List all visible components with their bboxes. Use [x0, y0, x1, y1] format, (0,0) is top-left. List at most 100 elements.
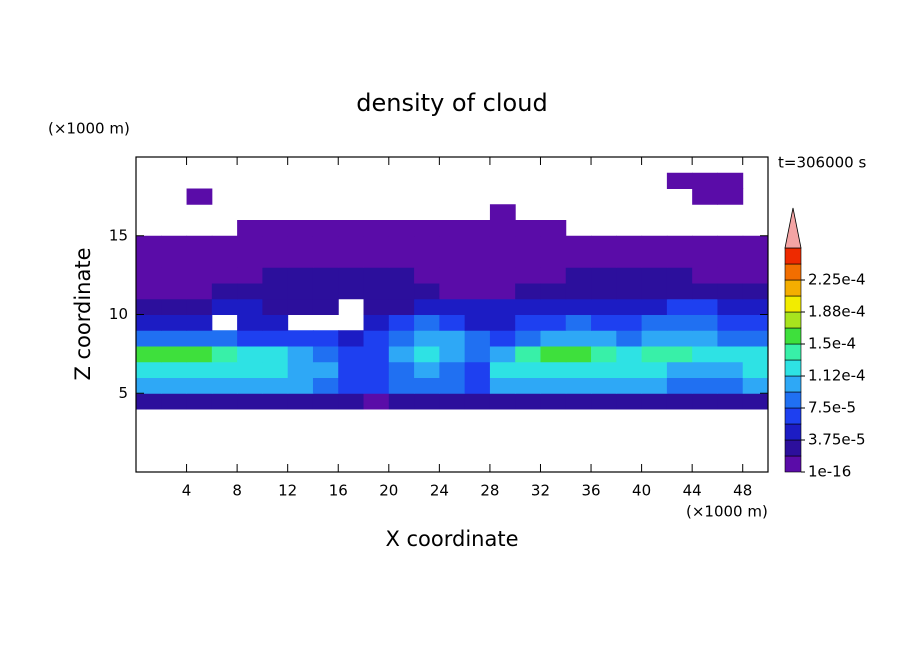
colorbar-box: [784, 407, 802, 425]
colorbar-tick-label: 3.75e-5: [808, 431, 866, 449]
heat-cell: [186, 314, 213, 331]
heat-cell: [692, 172, 718, 189]
heat-cell: [616, 361, 643, 378]
heat-cell: [414, 377, 440, 394]
heat-cell: [262, 393, 289, 410]
heat-cell: [742, 330, 769, 347]
colorbar-tick-label: 2.25e-4: [808, 271, 866, 289]
heat-cell: [363, 361, 390, 378]
heat-cell: [287, 393, 314, 410]
heat-cell: [742, 346, 769, 363]
heat-cell: [641, 377, 668, 394]
heat-cell: [515, 251, 541, 268]
heat-cell: [161, 393, 188, 410]
heat-cell: [439, 393, 466, 410]
colorbar-tick-label: 7.5e-5: [808, 399, 856, 417]
heat-cell: [464, 377, 491, 394]
heat-cell: [388, 267, 415, 284]
heat-cell: [439, 220, 466, 237]
heat-cell: [641, 235, 668, 252]
heat-cell: [565, 346, 592, 363]
heat-cell: [666, 377, 693, 394]
heat-cell: [439, 267, 466, 284]
heat-cell: [489, 314, 516, 331]
x-tick-label: 36: [581, 482, 600, 500]
heat-cell: [186, 298, 213, 315]
heat-cell: [742, 314, 769, 331]
heat-cell: [414, 220, 440, 237]
heat-cell: [641, 267, 668, 284]
heat-cell: [515, 267, 541, 284]
heat-cell: [161, 361, 188, 378]
heat-cell: [363, 346, 390, 363]
heat-cell: [414, 251, 440, 268]
heat-cell: [287, 330, 314, 347]
colorbar-tick-label: 1e-16: [808, 463, 851, 481]
heat-cell: [489, 251, 516, 268]
heat-cell: [338, 235, 365, 252]
heat-cell: [388, 361, 415, 378]
heat-cell: [439, 298, 466, 315]
heat-cell: [742, 267, 769, 284]
colorbar-box: [784, 455, 802, 473]
heat-cell: [161, 330, 188, 347]
heat-cell: [540, 267, 567, 284]
heat-cell: [717, 172, 744, 189]
heat-cell: [464, 267, 491, 284]
heat-cell: [742, 393, 769, 410]
heat-cell: [515, 377, 541, 394]
heat-cell: [287, 251, 314, 268]
heat-cell: [237, 283, 263, 300]
heat-cell: [414, 283, 440, 300]
heat-cell: [591, 346, 617, 363]
heat-cell: [388, 314, 415, 331]
heat-cell: [565, 314, 592, 331]
heat-cell: [540, 283, 567, 300]
y-tick-label: 10: [109, 305, 128, 323]
heat-cell: [363, 251, 390, 268]
heat-cell: [287, 377, 314, 394]
heat-cell: [237, 393, 263, 410]
heat-cell: [591, 267, 617, 284]
heat-cell: [262, 235, 289, 252]
x-tick-label: 16: [329, 482, 348, 500]
heat-cell: [742, 361, 769, 378]
heat-cell: [666, 283, 693, 300]
heat-cell: [692, 330, 718, 347]
heat-cell: [692, 235, 718, 252]
heat-cell: [692, 361, 718, 378]
heat-cell: [312, 361, 339, 378]
heat-cell: [237, 251, 263, 268]
heat-cell: [312, 346, 339, 363]
heat-cell: [414, 235, 440, 252]
heat-cell: [666, 330, 693, 347]
heat-cell: [262, 251, 289, 268]
heat-cell: [591, 314, 617, 331]
heat-cell: [363, 283, 390, 300]
heat-cell: [591, 361, 617, 378]
heat-cell: [666, 251, 693, 268]
heat-cell: [692, 267, 718, 284]
heat-cell: [388, 377, 415, 394]
heat-cell: [211, 267, 238, 284]
heat-cell: [464, 298, 491, 315]
heat-cell: [312, 330, 339, 347]
heat-cell: [717, 267, 744, 284]
heat-cell: [540, 393, 567, 410]
colorbar-tick-label: 1.12e-4: [808, 367, 866, 385]
heat-cell: [616, 283, 643, 300]
heat-cell: [641, 330, 668, 347]
colorbar-box: [784, 359, 802, 377]
heat-cell: [616, 346, 643, 363]
heat-cell: [515, 283, 541, 300]
heat-cell: [464, 361, 491, 378]
x-tick-label: 28: [480, 482, 499, 500]
x-tick-label: 48: [733, 482, 752, 500]
heat-cell: [136, 283, 162, 300]
colorbar-box: [784, 423, 802, 441]
x-tick-label: 20: [379, 482, 398, 500]
heat-cell: [136, 393, 162, 410]
y-unit: (×1000 m): [48, 120, 130, 138]
heat-cell: [388, 298, 415, 315]
